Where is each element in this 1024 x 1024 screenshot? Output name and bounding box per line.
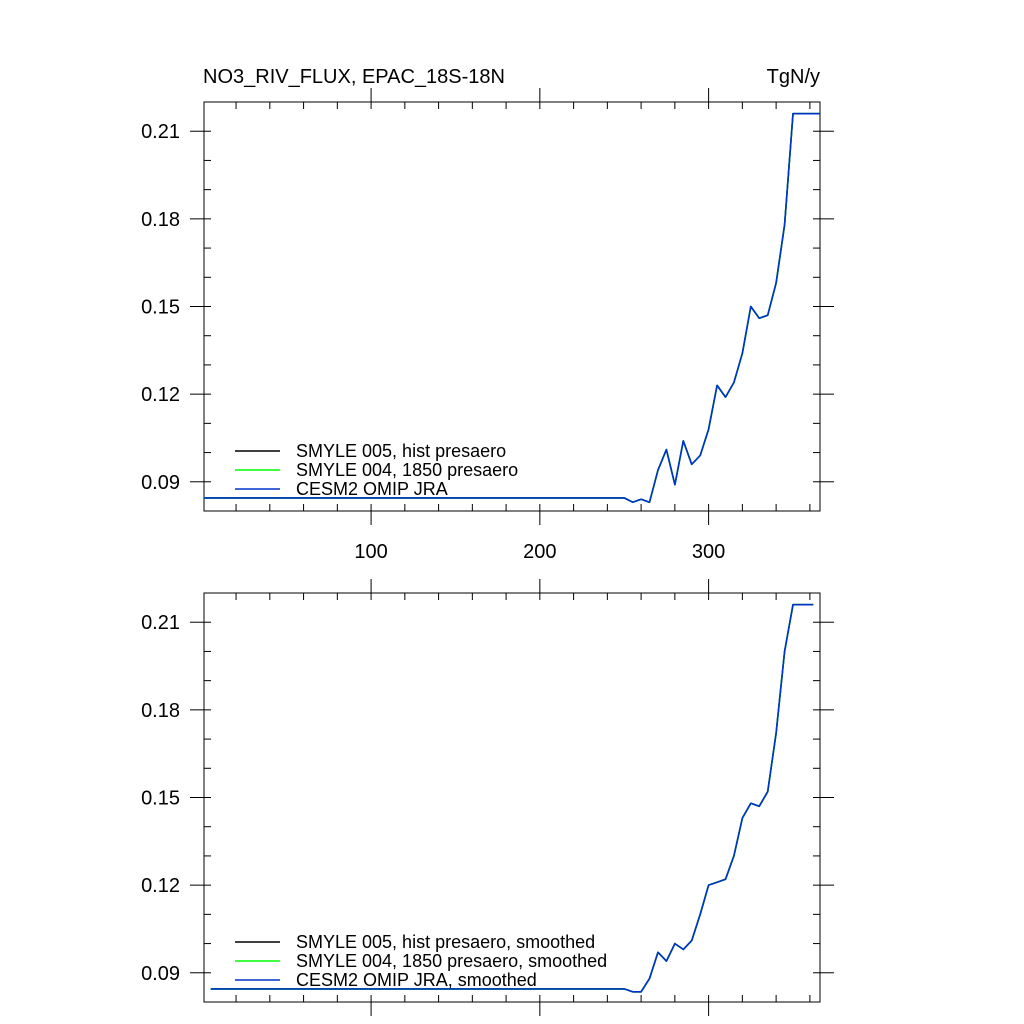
x-tick-label: 300: [692, 541, 725, 563]
y-tick-label: 0.18: [141, 209, 180, 231]
y-tick-label: 0.15: [141, 297, 180, 319]
y-tick-label: 0.15: [141, 788, 180, 810]
legend-label: CESM2 OMIP JRA: [296, 479, 448, 499]
legend-label: SMYLE 004, 1850 presaero, smoothed: [296, 951, 607, 971]
x-tick-label: 200: [523, 541, 556, 563]
legend-label: SMYLE 005, hist presaero, smoothed: [296, 932, 595, 952]
y-tick-label: 0.09: [141, 472, 180, 494]
legend-label: CESM2 OMIP JRA, smoothed: [296, 970, 537, 990]
legend-label: SMYLE 004, 1850 presaero: [296, 460, 518, 480]
top-panel: 0.09 0.12 0.15 0.18 0.21 100 200 300 SMYLE 005, …: [141, 88, 834, 563]
y-tick-label: 0.12: [141, 384, 180, 406]
y-tick-label: 0.09: [141, 963, 180, 985]
chart-title: NO3_RIV_FLUX, EPAC_18S-18N: [203, 66, 505, 88]
y-tick-label: 0.12: [141, 875, 180, 897]
x-tick-label: 100: [354, 541, 387, 563]
y-tick-label: 0.18: [141, 700, 180, 722]
y-tick-label: 0.21: [141, 121, 180, 143]
bottom-panel: 0.09 0.12 0.15 0.18 0.21 SMYLE 005, hist pres…: [141, 579, 834, 1016]
legend-label: SMYLE 005, hist presaero: [296, 441, 506, 461]
series-line-2: [204, 112, 820, 504]
series-line-2: [210, 603, 814, 993]
units-label: TgN/y: [767, 66, 820, 88]
y-tick-label: 0.21: [141, 612, 180, 634]
